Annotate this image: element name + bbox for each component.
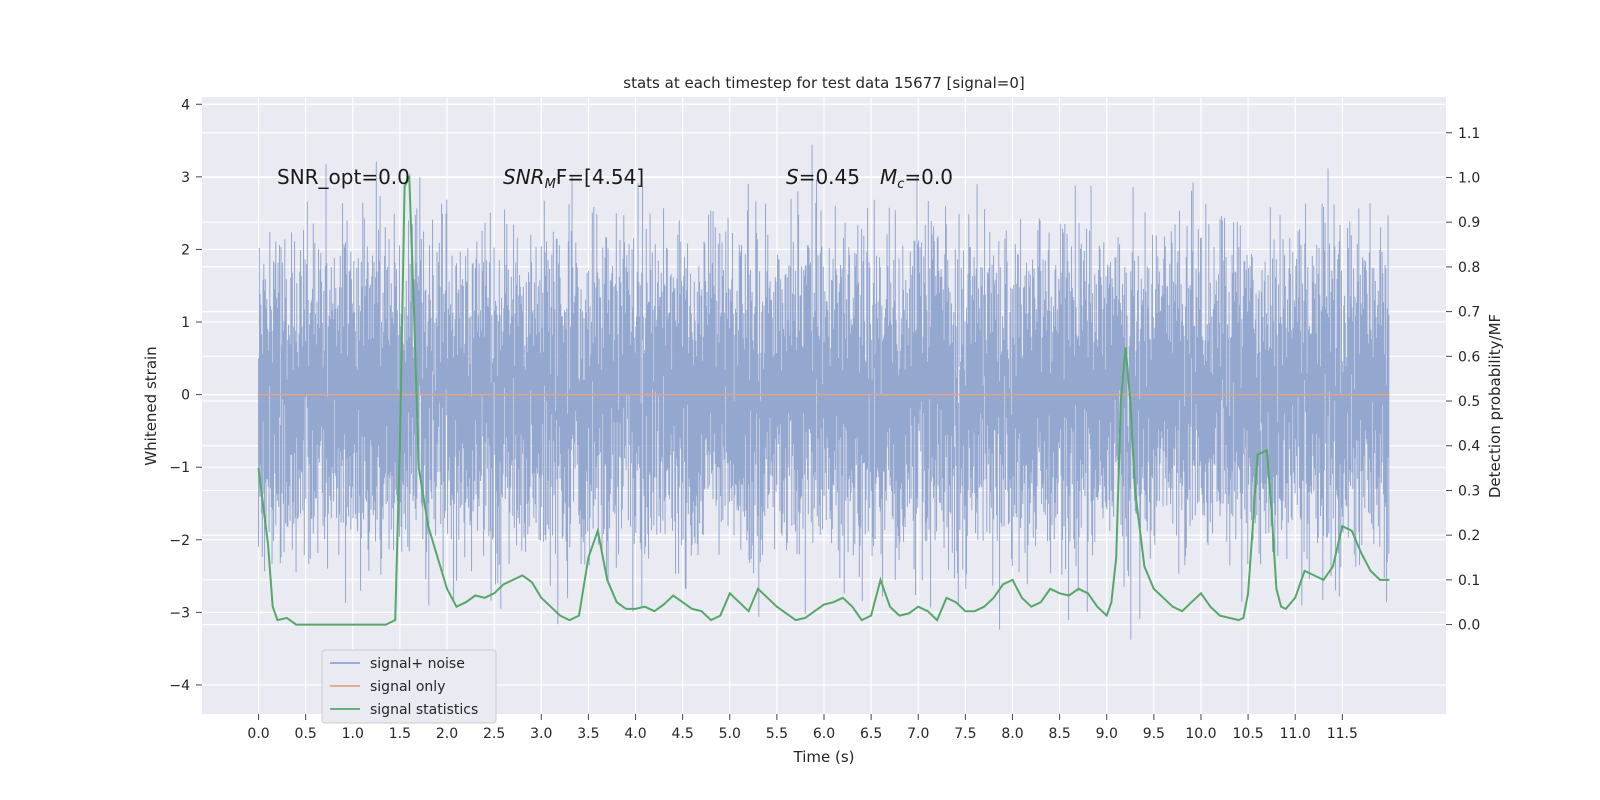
annotation-mc: Mc=0.0 xyxy=(880,165,953,192)
y-right-tick-label-3: 0.3 xyxy=(1458,483,1480,499)
y-right-tick-label-1: 0.1 xyxy=(1458,573,1480,589)
y-right-tick-label-7: 0.7 xyxy=(1458,305,1480,321)
y-left-axis-ticks: −4 −3 −2 −1 0 1 2 3 4 xyxy=(169,97,202,694)
x-tick-label-12: 6.0 xyxy=(813,726,835,742)
x-tick-label-11: 5.5 xyxy=(766,726,788,742)
y-right-tick-label-6: 0.6 xyxy=(1458,349,1480,365)
x-tick-label-16: 8.0 xyxy=(1001,726,1023,742)
x-tick-label-20: 10.0 xyxy=(1185,726,1216,742)
y-left-axis-label: Whitened strain xyxy=(142,346,160,465)
legend-box xyxy=(321,649,497,724)
y-right-tick-label-5: 0.5 xyxy=(1458,394,1480,410)
annotation-snr-mf-base: SNR xyxy=(503,165,545,189)
y-left-tick-label-1: −3 xyxy=(169,605,190,621)
legend: signal+ noise signal only signal statist… xyxy=(321,649,497,724)
x-tick-label-13: 6.5 xyxy=(860,726,882,742)
y-right-tick-label-11: 1.1 xyxy=(1458,126,1480,142)
x-tick-label-8: 4.0 xyxy=(624,726,646,742)
y-left-tick-label-0: −4 xyxy=(169,678,190,694)
x-tick-label-4: 2.0 xyxy=(436,726,458,742)
x-tick-label-22: 11.0 xyxy=(1280,726,1311,742)
x-tick-label-21: 10.5 xyxy=(1233,726,1264,742)
annotation-mc-val: =0.0 xyxy=(904,165,953,189)
y-right-axis-label: Detection probability/MF xyxy=(1486,314,1504,498)
x-tick-label-1: 0.5 xyxy=(295,726,317,742)
x-axis-label: Time (s) xyxy=(793,748,855,766)
signal-plus-noise-series xyxy=(258,144,1390,640)
x-tick-label-19: 9.5 xyxy=(1143,726,1165,742)
legend-label-noise: signal+ noise xyxy=(370,656,465,672)
x-tick-label-3: 1.5 xyxy=(389,726,411,742)
y-left-tick-label-7: 3 xyxy=(181,170,190,186)
y-left-tick-label-4: 0 xyxy=(181,388,190,404)
y-left-tick-label-6: 2 xyxy=(181,242,190,258)
y-right-axis-ticks: 0.0 0.1 0.2 0.3 0.4 0.5 0.6 0.7 0.8 0.9 1.0 1.1 xyxy=(1446,126,1480,634)
x-tick-label-17: 8.5 xyxy=(1048,726,1070,742)
x-tick-label-14: 7.0 xyxy=(907,726,929,742)
legend-label-stats: signal statistics xyxy=(370,702,478,718)
annotation-snr-opt: SNR_opt=0.0 xyxy=(277,165,410,189)
x-tick-label-18: 9.0 xyxy=(1096,726,1118,742)
y-right-tick-label-0: 0.0 xyxy=(1458,618,1480,634)
signal-statistics-line xyxy=(257,173,1390,626)
y-right-tick-label-10: 1.0 xyxy=(1458,170,1480,186)
x-tick-label-9: 4.5 xyxy=(672,726,694,742)
annotation-s-val: =0.45 xyxy=(799,165,860,189)
y-right-tick-label-9: 0.9 xyxy=(1458,215,1480,231)
x-tick-label-23: 11.5 xyxy=(1327,726,1358,742)
annotations: SNR_opt=0.0 SNRMF=[4.54] S=0.45 Mc=0.0 xyxy=(277,165,953,192)
x-tick-label-2: 1.0 xyxy=(342,726,364,742)
legend-label-signal: signal only xyxy=(370,679,445,695)
noise-trace xyxy=(258,144,1390,640)
y-right-tick-label-2: 0.2 xyxy=(1458,528,1480,544)
y-left-tick-label-2: −2 xyxy=(169,533,190,549)
annotation-snr-mf-rest: F=[4.54] xyxy=(556,165,644,189)
annotation-s-sym: S xyxy=(786,165,799,189)
x-tick-label-15: 7.5 xyxy=(954,726,976,742)
x-tick-label-5: 2.5 xyxy=(483,726,505,742)
annotation-snr-mf-sub: M xyxy=(545,177,556,192)
y-right-tick-label-4: 0.4 xyxy=(1458,439,1480,455)
y-left-tick-label-8: 4 xyxy=(181,97,190,113)
y-right-tick-label-8: 0.8 xyxy=(1458,260,1480,276)
annotation-s: S=0.45 xyxy=(786,165,860,189)
annotation-snr-mf: SNRMF=[4.54] xyxy=(503,165,644,192)
chart-title: stats at each timestep for test data 156… xyxy=(623,74,1024,92)
x-tick-label-6: 3.0 xyxy=(530,726,552,742)
y-left-tick-label-5: 1 xyxy=(181,315,190,331)
x-tick-label-10: 5.0 xyxy=(719,726,741,742)
annotation-mc-sub: c xyxy=(897,177,904,192)
y-left-tick-label-3: −1 xyxy=(169,460,190,476)
x-tick-label-7: 3.5 xyxy=(577,726,599,742)
x-axis-ticks: 0.0 0.5 1.0 1.5 2.0 2.5 3.0 3.5 4.0 4.5 5.0 5.5 6.0 6… xyxy=(247,714,1358,742)
signal-statistics-series xyxy=(257,173,1390,626)
annotation-mc-sym: M xyxy=(880,165,897,189)
x-tick-label-0: 0.0 xyxy=(247,726,269,742)
